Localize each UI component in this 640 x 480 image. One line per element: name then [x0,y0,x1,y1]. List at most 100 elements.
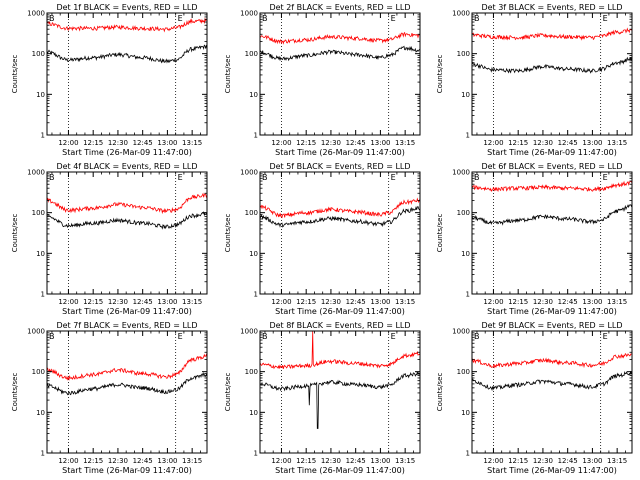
series-line [47,17,207,33]
y-tick-label: 1 [466,132,470,140]
x-tick-label: 12:15 [83,298,103,306]
plot-frame [471,12,633,136]
y-tick-label: 1000 [27,169,45,177]
x-tick-label: 13:00 [582,457,602,465]
x-axis-title: Start Time (26-Mar-09 11:47:00) [487,307,617,316]
panel-title: Det 8f BLACK = Events, RED = LLD [269,321,410,330]
series-line [260,371,420,429]
y-tick-label: 1000 [240,10,258,18]
y-axis-title: Counts/sec [224,55,232,94]
x-tick-label: 13:00 [582,139,602,147]
y-tick-label: 100 [245,50,258,58]
y-tick-label: 1 [41,450,45,458]
panel-title: Det 1f BLACK = Events, RED = LLD [56,3,197,12]
x-tick-label: 13:15 [395,457,415,465]
start-marker-label: B [49,332,55,341]
y-tick-label: 100 [32,50,45,58]
x-tick-label: 12:00 [271,139,291,147]
y-tick-label: 100 [457,50,470,58]
series-line [47,192,207,215]
y-tick-label: 1000 [452,10,470,18]
start-marker-label: B [262,332,268,341]
x-tick-label: 13:15 [607,139,627,147]
x-tick-label: 12:30 [321,457,341,465]
y-tick-label: 1 [466,450,470,458]
x-tick-label: 13:00 [157,139,177,147]
x-tick-label: 12:00 [483,457,503,465]
x-tick-label: 12:15 [83,139,103,147]
x-tick-label: 13:00 [157,457,177,465]
series-line [47,44,207,64]
x-tick-label: 13:00 [370,139,390,147]
y-tick-label: 100 [32,368,45,376]
y-axis-title: Counts/sec [11,214,19,253]
y-tick-label: 10 [461,250,470,258]
x-axis-title: Start Time (26-Mar-09 11:47:00) [275,466,405,475]
y-axis-title: Counts/sec [224,373,232,412]
start-marker-label: B [474,14,480,23]
start-marker-label: B [262,14,268,23]
end-marker-label: E [391,173,396,182]
series-line [260,45,420,62]
start-marker-label: B [474,173,480,182]
x-tick-label: 12:30 [108,457,128,465]
y-tick-label: 1 [466,291,470,299]
y-tick-label: 1000 [240,328,258,336]
x-tick-label: 12:00 [271,298,291,306]
start-marker-label: B [262,173,268,182]
x-tick-label: 13:15 [395,139,415,147]
x-tick-label: 12:15 [508,139,528,147]
x-tick-label: 12:45 [346,139,366,147]
x-tick-label: 12:45 [558,298,578,306]
x-tick-label: 12:30 [108,298,128,306]
panel-title: Det 4f BLACK = Events, RED = LLD [56,162,197,171]
series-line [472,180,632,193]
series-line [260,205,420,228]
y-tick-label: 1000 [452,328,470,336]
x-tick-label: 12:45 [558,139,578,147]
series-line [472,203,632,226]
x-tick-label: 12:15 [296,457,316,465]
x-tick-label: 12:45 [133,298,153,306]
y-tick-label: 100 [457,368,470,376]
y-tick-label: 1 [254,450,258,458]
panel-title: Det 9f BLACK = Events, RED = LLD [481,321,622,330]
end-marker-label: E [178,332,183,341]
x-tick-label: 12:15 [296,139,316,147]
y-tick-label: 1 [41,291,45,299]
y-tick-label: 10 [249,91,258,99]
end-marker-label: E [603,173,608,182]
x-tick-label: 13:00 [157,298,177,306]
x-tick-label: 12:00 [58,139,78,147]
x-tick-label: 12:00 [58,298,78,306]
x-tick-label: 12:45 [346,298,366,306]
y-tick-label: 1 [254,132,258,140]
x-tick-label: 13:15 [395,298,415,306]
x-tick-label: 12:45 [133,457,153,465]
end-marker-label: E [178,14,183,23]
panel-title: Det 3f BLACK = Events, RED = LLD [481,3,622,12]
x-tick-label: 13:00 [370,457,390,465]
x-tick-label: 13:15 [607,298,627,306]
y-tick-label: 1000 [452,169,470,177]
x-tick-label: 12:00 [483,298,503,306]
y-tick-label: 100 [245,368,258,376]
x-tick-label: 12:15 [83,457,103,465]
y-tick-label: 10 [36,409,45,417]
series-line [260,331,420,370]
series-line [260,31,420,45]
x-tick-label: 12:30 [321,298,341,306]
plot-frame [259,12,421,136]
x-axis-title: Start Time (26-Mar-09 11:47:00) [62,148,192,157]
